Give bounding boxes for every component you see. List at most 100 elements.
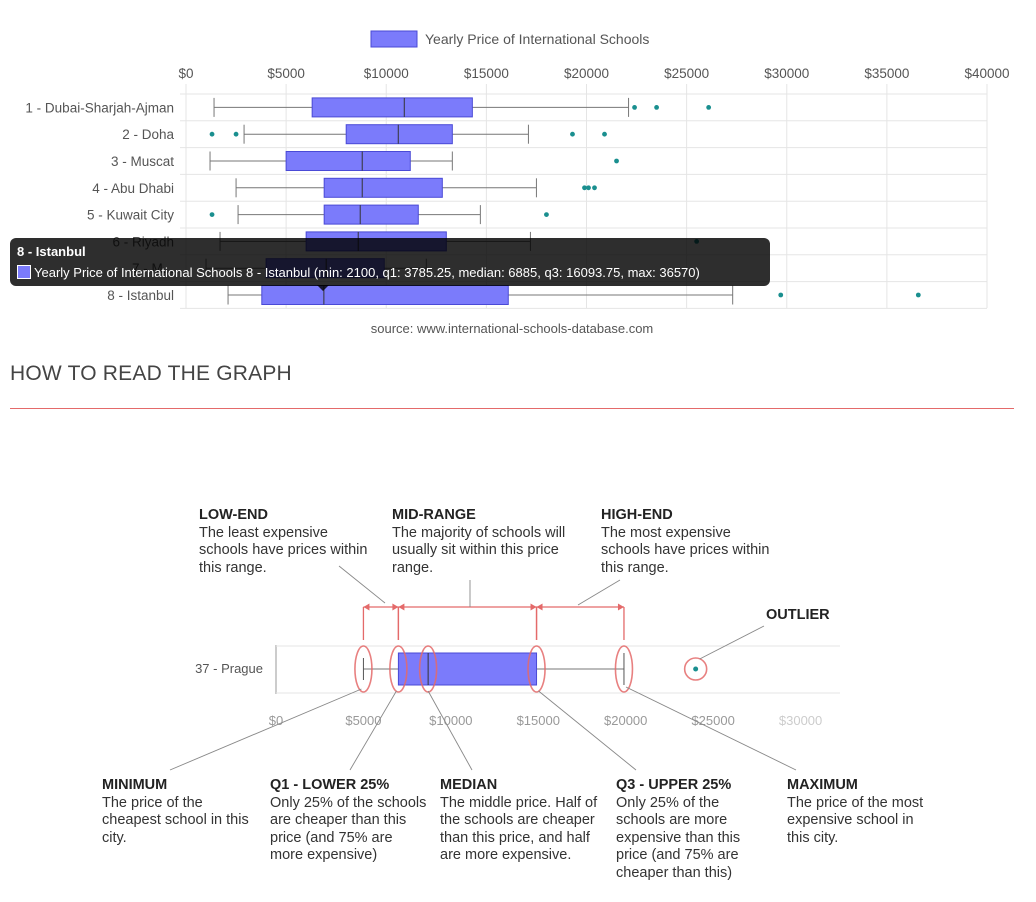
outlier-leader bbox=[699, 625, 765, 660]
guide-highlight-ellipse bbox=[527, 645, 546, 693]
tooltip-swatch bbox=[17, 265, 31, 279]
outlier-point bbox=[706, 105, 712, 110]
box-iqr bbox=[323, 177, 443, 198]
mid-range-note: MID-RANGE The majority of schools will u… bbox=[392, 507, 578, 577]
guide-outlier-highlight bbox=[683, 657, 708, 681]
tooltip-line: Yearly Price of International Schools 8 … bbox=[17, 265, 700, 280]
outlier-note: OUTLIER bbox=[766, 607, 830, 625]
legend-swatch bbox=[370, 30, 418, 48]
boxplot-chart: Yearly Price of International Schools $0… bbox=[25, 30, 1010, 309]
guide-tick-label: $0 bbox=[269, 713, 283, 728]
guide-category-label: 37 - Prague bbox=[195, 661, 263, 676]
low-end-bracket-arrow-right bbox=[392, 603, 399, 611]
y-category-label: 5 - Kuwait City bbox=[87, 208, 174, 223]
low-end-desc: The least expensive schools have prices … bbox=[199, 524, 368, 576]
q3-heading: Q3 - UPPER 25% bbox=[616, 777, 732, 793]
how-to-read-title: HOW TO READ THE GRAPH bbox=[10, 362, 292, 385]
outlier-point bbox=[602, 131, 607, 137]
minimum-desc: The price of the cheapest school in this… bbox=[102, 794, 249, 846]
mid-range-heading: MID-RANGE bbox=[392, 507, 476, 523]
y-category-label: 8 - Istanbul bbox=[107, 288, 174, 303]
outlier-point bbox=[582, 185, 587, 191]
guide-example-box bbox=[362, 652, 699, 686]
maximum-leader bbox=[625, 686, 797, 771]
minimum-heading: MINIMUM bbox=[102, 777, 168, 793]
minimum-leader bbox=[169, 688, 362, 771]
median-heading: MEDIAN bbox=[440, 777, 498, 793]
high-end-heading: HIGH-END bbox=[601, 507, 673, 523]
box-iqr bbox=[285, 151, 411, 171]
guide-box-iqr bbox=[397, 652, 538, 686]
x-tick-label: $30000 bbox=[764, 66, 809, 81]
x-tick-label: $25000 bbox=[664, 66, 709, 81]
maximum-note: MAXIMUM The price of the most expensive … bbox=[787, 777, 927, 847]
section-divider bbox=[10, 408, 1014, 409]
x-tick-label: $15000 bbox=[464, 66, 509, 81]
y-category-label: 4 - Abu Dhabi bbox=[92, 181, 174, 196]
x-axis-ticks: $0 $5000 $10000 $15000 $20000 $25000 $30000 $35… bbox=[178, 66, 1009, 81]
x-tick-label: $20000 bbox=[564, 66, 609, 81]
x-tick-label: $40000 bbox=[964, 66, 1009, 81]
guide-tick-label: $10000 bbox=[429, 713, 472, 728]
outlier-point bbox=[209, 131, 215, 137]
guide-example-axis: 37 - Prague $0 $5000 $10000 $15000 $20000 $250… bbox=[195, 645, 840, 728]
minimum-note: MINIMUM The price of the cheapest school… bbox=[102, 777, 250, 847]
q3-note: Q3 - UPPER 25% Only 25% of the schools a… bbox=[616, 777, 772, 882]
guide-tick-label: $30000 bbox=[779, 713, 822, 728]
guide-tick-label: $25000 bbox=[691, 713, 734, 728]
chart-tooltip: 8 - Istanbul Yearly Price of Internation… bbox=[10, 238, 770, 291]
tooltip-text: Yearly Price of International Schools 8 … bbox=[34, 265, 700, 280]
x-tick-label: $35000 bbox=[864, 66, 909, 81]
outlier-point bbox=[915, 292, 921, 298]
guide-outlier-point bbox=[693, 666, 699, 672]
q3-desc: Only 25% of the schools are more expensi… bbox=[616, 794, 741, 881]
maximum-desc: The price of the most expensive school i… bbox=[787, 794, 924, 846]
mid-range-bracket-arrow-left bbox=[398, 603, 405, 611]
chart-legend[interactable]: Yearly Price of International Schools bbox=[370, 30, 649, 48]
guide-highlight-ellipse bbox=[389, 645, 408, 693]
chart-source: source: www.international-schools-databa… bbox=[370, 321, 654, 336]
x-tick-label: $10000 bbox=[364, 66, 409, 81]
guide-highlight-ellipse bbox=[354, 645, 373, 693]
outlier-point bbox=[592, 185, 597, 191]
box-iqr bbox=[323, 204, 419, 225]
outlier-point bbox=[544, 212, 549, 218]
box-iqr bbox=[311, 97, 473, 118]
q1-heading: Q1 - LOWER 25% bbox=[270, 777, 390, 793]
outlier-point bbox=[570, 131, 575, 137]
y-category-label: 3 - Muscat bbox=[111, 154, 174, 169]
maximum-heading: MAXIMUM bbox=[787, 777, 858, 793]
guide-tick-label: $20000 bbox=[604, 713, 647, 728]
median-desc: The middle price. Half of the schools ar… bbox=[440, 794, 598, 864]
guide-tick-label: $5000 bbox=[345, 713, 381, 728]
low-end-bracket-arrow-left bbox=[363, 603, 370, 611]
high-end-bracket-arrow-left bbox=[536, 603, 543, 611]
high-end-desc: The most expensive schools have prices w… bbox=[601, 524, 770, 576]
mid-range-bracket-arrow-right bbox=[530, 603, 537, 611]
x-tick-label: $5000 bbox=[267, 66, 305, 81]
guide-highlight-ellipse bbox=[614, 645, 634, 693]
outlier-point bbox=[209, 212, 215, 218]
high-end-leader bbox=[577, 579, 621, 606]
chart-grid bbox=[180, 84, 988, 309]
q1-note: Q1 - LOWER 25% Only 25% of the schools a… bbox=[270, 777, 428, 865]
median-leader bbox=[427, 690, 473, 771]
y-category-label: 2 - Doha bbox=[122, 127, 174, 142]
box-iqr bbox=[345, 124, 453, 145]
x-tick-label: $0 bbox=[178, 66, 193, 81]
outlier-point bbox=[654, 105, 659, 110]
guide-highlight-ellipse bbox=[418, 645, 438, 693]
q1-desc: Only 25% of the schools are cheaper than… bbox=[270, 794, 427, 864]
q1-leader bbox=[349, 690, 397, 771]
guide-tick-label: $15000 bbox=[517, 713, 560, 728]
outlier-point bbox=[632, 105, 637, 110]
outlier-point bbox=[586, 185, 591, 191]
tooltip-caret bbox=[317, 285, 329, 291]
y-category-label: 1 - Dubai-Sharjah-Ajman bbox=[25, 100, 174, 115]
low-end-heading: LOW-END bbox=[199, 507, 268, 523]
outlier-heading: OUTLIER bbox=[766, 607, 830, 623]
legend-label: Yearly Price of International Schools bbox=[425, 31, 649, 47]
low-end-leader bbox=[338, 565, 386, 604]
low-end-note: LOW-END The least expensive schools have… bbox=[199, 507, 369, 577]
